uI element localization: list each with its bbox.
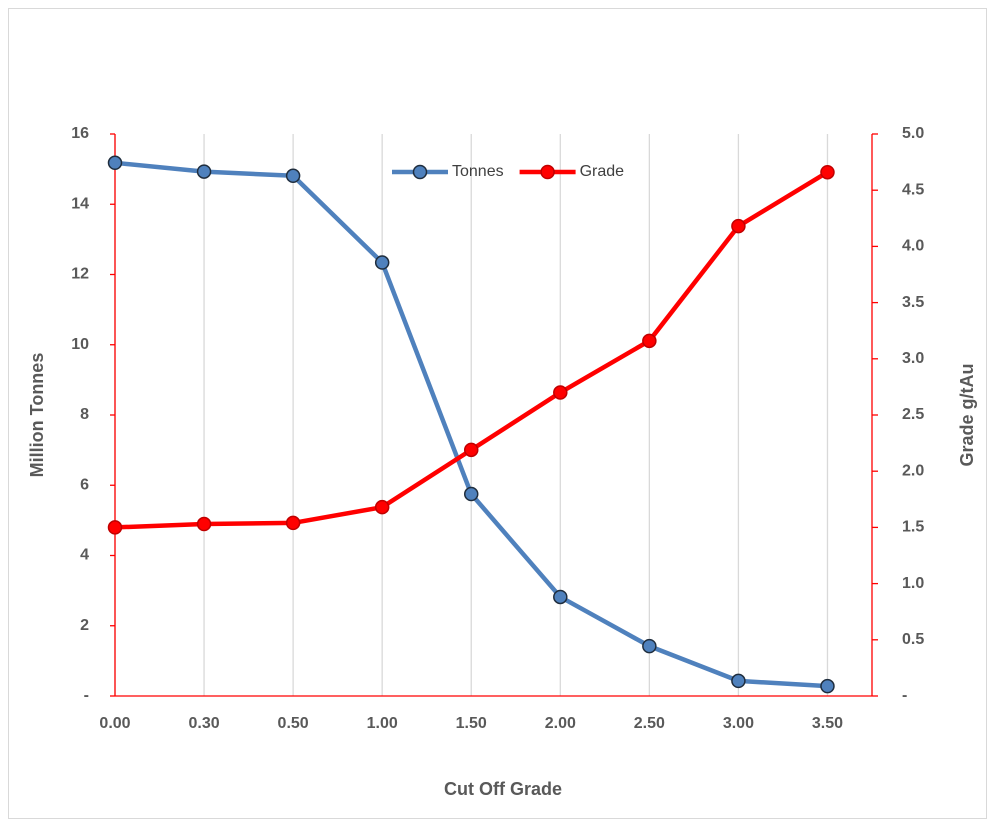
y2-tick-label: 4.0 [902,238,924,255]
y-tick-label: - [84,687,89,704]
y2-tick-label: 3.5 [902,294,924,311]
x-tick-label: 2.00 [545,715,576,732]
data-point [374,255,390,270]
y-tick-label: 10 [71,336,89,353]
data-point [463,486,479,502]
y2-tick-label: 1.0 [902,575,924,592]
x-tick-label: 1.50 [456,715,487,732]
data-point [820,678,835,694]
x-tick-label: 3.00 [723,715,754,732]
y2-tick-label: 5.0 [902,125,924,142]
data-point [553,589,568,605]
y2-tick-label: 4.5 [902,181,924,198]
y-axis-title: Million Tonnes [27,353,47,478]
y-tick-label: 4 [80,547,89,564]
data-point [285,168,301,184]
chart-border [8,8,987,819]
data-point [553,385,568,400]
x-tick-label: 1.00 [367,715,398,732]
data-point [463,442,479,458]
y-tick-label: 2 [80,617,89,634]
y2-tick-label: - [902,687,907,704]
data-point [820,164,835,180]
y-tick-label: 8 [80,406,89,423]
y2-tick-label: 1.5 [902,519,924,536]
data-point [731,218,746,234]
y-tick-label: 6 [80,476,89,493]
data-point [285,515,301,531]
data-point [196,516,212,532]
data-point [107,520,123,535]
data-point [107,155,123,171]
x-axis-title: Cut Off Grade [444,779,562,799]
y2-tick-label: 2.5 [902,406,924,423]
data-point [196,164,212,179]
x-tick-label: 3.50 [812,715,843,732]
legend-marker [412,164,428,180]
x-tick-label: 2.50 [634,715,665,732]
y2-tick-label: 2.0 [902,462,924,479]
legend-marker [540,164,555,180]
data-point [731,673,746,689]
data-point [374,499,390,515]
y2-tick-label: 3.0 [902,350,924,367]
y2-axis-title: Grade g/tAu [957,363,977,466]
x-tick-label: 0.50 [278,715,309,732]
x-tick-label: 0.30 [188,715,219,732]
y-tick-label: 16 [71,125,89,142]
data-point [642,638,657,654]
x-tick-label: 0.00 [99,715,130,732]
data-point [642,333,657,349]
y2-tick-label: 0.5 [902,631,924,648]
legend-label: Tonnes [452,163,504,180]
y-tick-label: 12 [71,266,89,283]
legend-label: Grade [580,163,625,180]
y-tick-label: 14 [71,195,89,212]
